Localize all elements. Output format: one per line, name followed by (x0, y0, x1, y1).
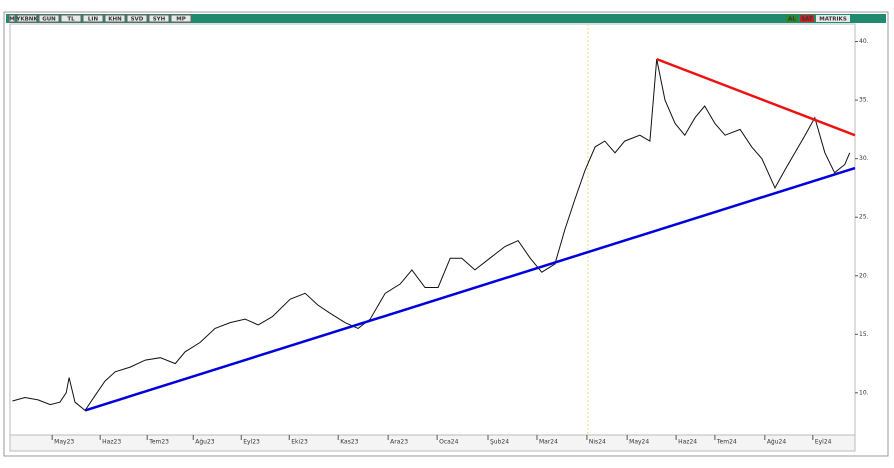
y-tick-label: 20. (859, 272, 869, 279)
x-tick-label: Mar24 (539, 439, 558, 446)
x-tick-label: Ağu23 (195, 439, 215, 446)
toolbar-label[interactable]: MP (176, 16, 186, 22)
x-tick-label: Tem23 (148, 439, 169, 446)
toolbar-button[interactable] (170, 14, 192, 23)
y-tick-label: 10. (859, 389, 869, 396)
x-tick-label: May24 (629, 439, 649, 446)
toolbar-button[interactable] (104, 14, 126, 23)
x-tick-label: Oca24 (439, 439, 459, 446)
y-tick-label: 30. (859, 155, 869, 162)
price-line (12, 59, 851, 412)
toolbar-button[interactable] (16, 14, 38, 23)
toolbar-label[interactable]: SYH (153, 16, 166, 22)
toolbar-button[interactable] (800, 15, 814, 22)
toolbar-label[interactable]: SAT (801, 16, 813, 22)
trend-line (656, 57, 856, 137)
x-tick-label: Eyl24 (815, 439, 832, 446)
toolbar (6, 14, 886, 23)
toolbar-button[interactable] (8, 14, 16, 23)
x-tick-label: Kas23 (340, 439, 358, 446)
toolbar-button[interactable] (816, 15, 850, 22)
toolbar-button[interactable] (148, 14, 170, 23)
toolbar-label[interactable]: KHN (108, 16, 122, 22)
toolbar-label[interactable]: MATRIKS (819, 16, 847, 22)
toolbar-button[interactable] (82, 14, 104, 23)
x-tick-label: Haz23 (102, 439, 121, 446)
x-axis-band (9, 434, 856, 452)
y-tick-label: 40. (859, 38, 869, 45)
toolbar-label[interactable]: GUN (42, 16, 56, 22)
toolbar-label[interactable]: LIN (88, 16, 99, 22)
toolbar-button[interactable] (60, 14, 82, 23)
x-tick-label: Şub24 (490, 439, 509, 446)
plot-area (9, 23, 856, 436)
toolbar-label[interactable]: M (9, 16, 14, 22)
toolbar-label[interactable]: SVD (131, 16, 144, 22)
toolbar-button[interactable] (126, 14, 148, 23)
x-tick-label: May23 (54, 439, 74, 446)
y-tick-label: 35. (859, 97, 869, 104)
toolbar-button[interactable] (38, 14, 60, 23)
y-tick-label: 25. (859, 214, 869, 221)
toolbar-label[interactable]: AL (788, 16, 796, 22)
trend-line (84, 166, 856, 412)
x-tick-label: Haz24 (678, 439, 697, 446)
toolbar-button[interactable] (786, 15, 798, 22)
x-tick-label: Nis24 (589, 439, 606, 446)
toolbar-label[interactable]: YKBNK (15, 16, 38, 22)
x-tick-label: Tem24 (716, 439, 737, 446)
x-tick-label: Eyl23 (243, 439, 260, 446)
x-tick-label: Ağu24 (767, 439, 787, 446)
toolbar-label[interactable]: TL (67, 16, 75, 22)
y-tick-label: 15. (859, 331, 869, 338)
x-tick-label: Ara23 (390, 439, 408, 446)
x-tick-label: Eki23 (291, 439, 308, 446)
